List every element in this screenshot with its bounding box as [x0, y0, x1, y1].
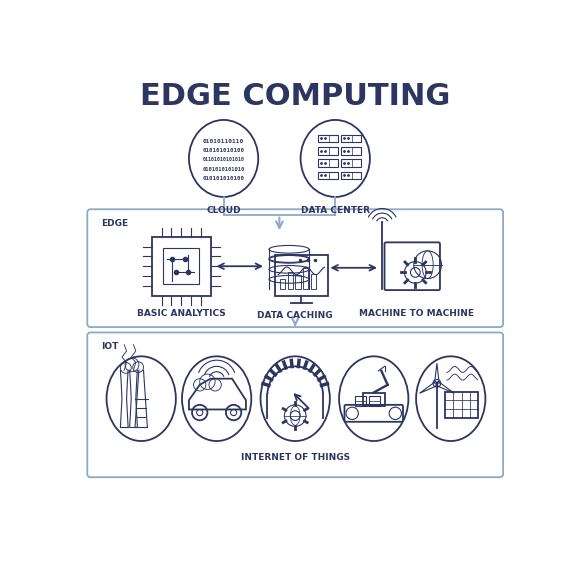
- Bar: [275, 256, 328, 295]
- Text: 01010110110: 01010110110: [203, 139, 244, 144]
- Text: DATA CACHING: DATA CACHING: [257, 311, 333, 320]
- Bar: [319, 147, 338, 154]
- Bar: [303, 268, 308, 289]
- Text: EDGE COMPUTING: EDGE COMPUTING: [140, 82, 450, 111]
- Bar: [369, 396, 380, 407]
- Bar: [342, 147, 361, 154]
- Bar: [295, 275, 301, 289]
- Bar: [363, 392, 385, 407]
- Text: MACHINE TO MACHINE: MACHINE TO MACHINE: [359, 309, 473, 319]
- Bar: [287, 272, 293, 289]
- Bar: [342, 159, 361, 167]
- Text: EDGE: EDGE: [101, 218, 128, 228]
- Text: IOT: IOT: [101, 342, 119, 351]
- Text: 010101010100: 010101010100: [203, 176, 245, 181]
- Bar: [342, 172, 361, 179]
- Text: DATA CENTER: DATA CENTER: [301, 206, 370, 215]
- FancyBboxPatch shape: [88, 209, 503, 327]
- Text: 01101010101010: 01101010101010: [203, 157, 245, 162]
- Bar: [280, 279, 285, 289]
- Text: 010101010100: 010101010100: [203, 148, 245, 153]
- FancyBboxPatch shape: [88, 332, 503, 478]
- Text: CLOUD: CLOUD: [206, 206, 241, 215]
- Bar: [319, 172, 338, 179]
- Text: BASIC ANALYTICS: BASIC ANALYTICS: [137, 309, 226, 319]
- Bar: [319, 135, 338, 142]
- Bar: [342, 135, 361, 142]
- Bar: [152, 237, 210, 295]
- Bar: [355, 396, 366, 407]
- Bar: [163, 248, 199, 285]
- Bar: [310, 274, 316, 289]
- Text: 0101010101010: 0101010101010: [203, 166, 245, 172]
- Bar: [319, 159, 338, 167]
- Bar: [445, 392, 479, 418]
- Text: INTERNET OF THINGS: INTERNET OF THINGS: [241, 453, 350, 462]
